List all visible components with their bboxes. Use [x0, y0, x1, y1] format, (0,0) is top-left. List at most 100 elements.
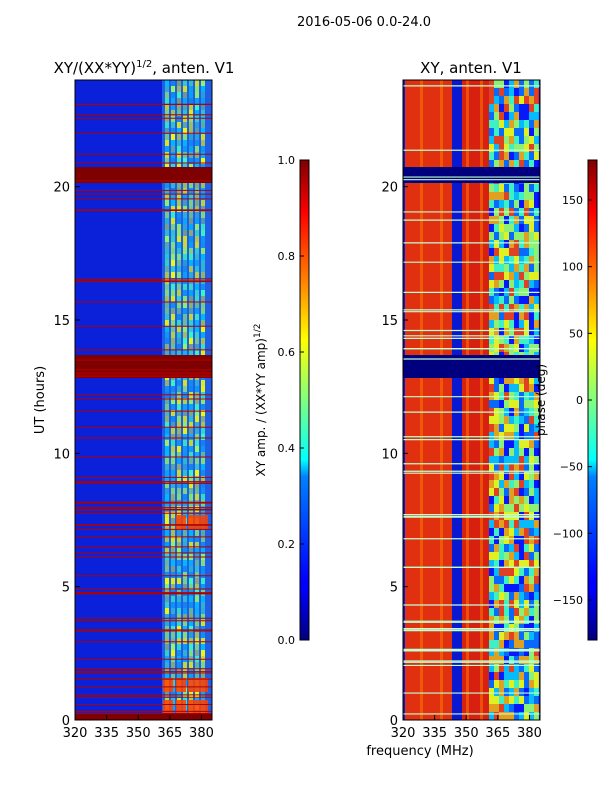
texture-cell: [165, 86, 169, 92]
texture-cell: [201, 398, 205, 404]
texture-cell: [189, 398, 193, 404]
texture-cell: [171, 446, 175, 452]
texture-cell: [489, 304, 494, 312]
texture-cell: [189, 254, 193, 260]
texture-cell: [165, 134, 169, 140]
texture-cell: [504, 392, 509, 400]
texture-cell: [201, 110, 205, 116]
texture-cell: [195, 470, 199, 476]
y-tick-label: 0: [390, 714, 398, 729]
texture-cell: [534, 632, 539, 640]
hot-spot: [188, 700, 198, 714]
texture-cell: [494, 496, 499, 504]
texture-cell: [195, 344, 199, 350]
texture-cell: [183, 326, 187, 332]
texture-cell: [519, 336, 524, 344]
texture-cell: [509, 560, 514, 568]
texture-cell: [504, 96, 509, 104]
texture-cell: [165, 350, 169, 356]
texture-cell: [489, 648, 494, 656]
texture-cell: [534, 384, 539, 392]
texture-cell: [509, 648, 514, 656]
texture-cell: [171, 632, 175, 638]
texture-cell: [189, 350, 193, 356]
texture-cell: [165, 116, 169, 122]
texture-cell: [519, 88, 524, 96]
texture-cell: [499, 112, 504, 120]
texture-cell: [489, 448, 494, 456]
texture-cell: [529, 200, 534, 208]
texture-cell: [171, 452, 175, 458]
texture-cell: [189, 662, 193, 668]
texture-cell: [201, 146, 205, 152]
texture-cell: [514, 312, 519, 320]
texture-cell: [177, 446, 181, 452]
texture-cell: [195, 614, 199, 620]
texture-cell: [529, 256, 534, 264]
texture-cell: [519, 504, 524, 512]
texture-cell: [534, 320, 539, 328]
texture-cell: [499, 672, 504, 680]
texture-cell: [514, 704, 519, 712]
texture-cell: [519, 496, 524, 504]
texture-cell: [519, 400, 524, 408]
texture-cell: [183, 194, 187, 200]
texture-cell: [195, 428, 199, 434]
texture-cell: [504, 504, 509, 512]
texture-cell: [519, 440, 524, 448]
texture-cell: [165, 626, 169, 632]
texture-cell: [201, 212, 205, 218]
texture-cell: [504, 664, 509, 672]
texture-cell: [183, 224, 187, 230]
texture-cell: [195, 596, 199, 602]
texture-cell: [494, 312, 499, 320]
texture-cell: [529, 80, 534, 88]
texture-cell: [177, 638, 181, 644]
texture-cell: [504, 160, 509, 168]
texture-cell: [165, 326, 169, 332]
texture-cell: [165, 644, 169, 650]
texture-cell: [504, 600, 509, 608]
texture-cell: [499, 224, 504, 232]
texture-cell: [201, 650, 205, 656]
texture-cell: [514, 544, 519, 552]
texture-cell: [494, 224, 499, 232]
texture-cell: [509, 424, 514, 432]
texture-cell: [189, 152, 193, 158]
texture-cell: [183, 146, 187, 152]
texture-cell: [489, 192, 494, 200]
texture-cell: [514, 712, 519, 720]
texture-cell: [519, 160, 524, 168]
texture-cell: [509, 504, 514, 512]
texture-cell: [534, 304, 539, 312]
texture-cell: [534, 672, 539, 680]
texture-cell: [534, 568, 539, 576]
texture-cell: [165, 320, 169, 326]
texture-cell: [201, 566, 205, 572]
texture-cell: [195, 188, 199, 194]
texture-cell: [177, 668, 181, 674]
texture-cell: [183, 542, 187, 548]
texture-cell: [499, 440, 504, 448]
texture-cell: [494, 440, 499, 448]
texture-cell: [494, 120, 499, 128]
texture-cell: [514, 680, 519, 688]
texture-cell: [524, 616, 529, 624]
texture-cell: [189, 386, 193, 392]
texture-cell: [171, 332, 175, 338]
texture-cell: [201, 482, 205, 488]
texture-cell: [489, 432, 494, 440]
texture-cell: [494, 400, 499, 408]
texture-cell: [519, 672, 524, 680]
texture-cell: [201, 296, 205, 302]
texture-cell: [524, 584, 529, 592]
texture-cell: [201, 644, 205, 650]
texture-cell: [201, 584, 205, 590]
texture-cell: [177, 122, 181, 128]
texture-cell: [524, 400, 529, 408]
texture-cell: [529, 608, 534, 616]
texture-cell: [509, 448, 514, 456]
texture-cell: [534, 280, 539, 288]
texture-cell: [504, 544, 509, 552]
texture-cell: [177, 332, 181, 338]
